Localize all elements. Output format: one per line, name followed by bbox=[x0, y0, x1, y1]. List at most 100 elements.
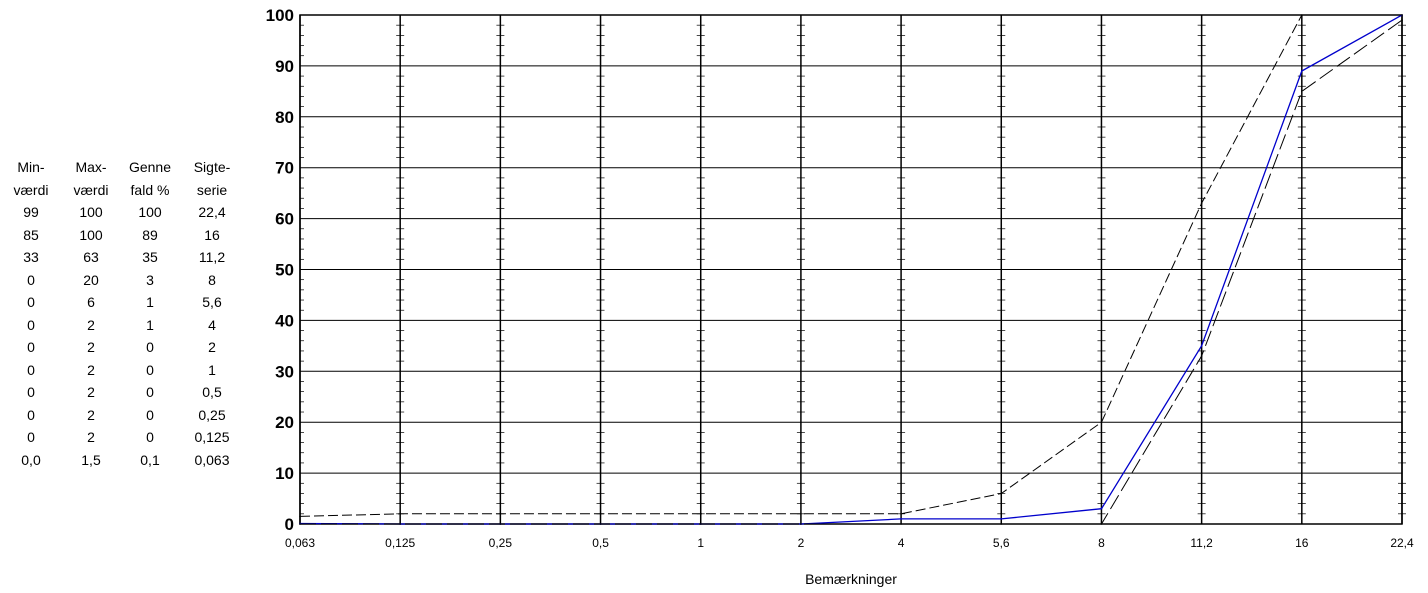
series-3-point bbox=[800, 523, 802, 525]
cell-sieve-size: 1 bbox=[208, 361, 216, 378]
cell-min-value: 0 bbox=[27, 339, 35, 356]
table-row: 0 2 0 0,125 bbox=[0, 426, 245, 449]
cell-sieve-size: 0,25 bbox=[198, 406, 226, 423]
table-header-row-2: værdi værdi fald % serie bbox=[0, 179, 245, 202]
chart-grid bbox=[299, 14, 1403, 525]
table-row: 0 2 0 0,25 bbox=[0, 404, 245, 427]
x-tick-label: 0,5 bbox=[592, 536, 609, 550]
series-1-point bbox=[1200, 345, 1203, 347]
series-3-point bbox=[1100, 523, 1103, 525]
cell-passing-percent: 0,1 bbox=[140, 451, 160, 468]
x-tick-label: 16 bbox=[1295, 536, 1309, 550]
series-line-2 bbox=[299, 14, 1402, 517]
x-tick-label: 1 bbox=[697, 536, 704, 550]
series-3-point bbox=[1000, 523, 1003, 525]
table-row: 33 63 35 11,2 bbox=[0, 246, 245, 269]
cell-sieve-size: 0,063 bbox=[194, 451, 230, 468]
cell-passing-percent: 3 bbox=[146, 271, 154, 288]
series-2-point bbox=[599, 513, 602, 515]
header-min-line1: Min- bbox=[17, 159, 45, 176]
header-max-line2: værdi bbox=[73, 181, 109, 198]
series-line-3 bbox=[300, 19, 1403, 525]
series-3-point bbox=[1401, 19, 1403, 21]
series-1-point bbox=[1000, 518, 1003, 520]
series-2-point bbox=[399, 513, 401, 515]
table-body: 99 100 100 22,4 85 100 89 16 33 63 35 11,2 0 20 3 8 0 6 1 5… bbox=[0, 201, 245, 471]
table-row: 0 2 0 2 bbox=[0, 336, 245, 359]
cell-min-value: 0 bbox=[27, 406, 35, 423]
cell-min-value: 0 bbox=[27, 384, 35, 401]
cell-passing-percent: 89 bbox=[142, 226, 158, 243]
series-3-point bbox=[299, 523, 301, 525]
y-tick-label: 70 bbox=[275, 159, 294, 178]
y-tick-label: 10 bbox=[275, 464, 294, 483]
cell-passing-percent: 0 bbox=[146, 429, 154, 446]
y-tick-label: 40 bbox=[275, 311, 294, 330]
series-2-point bbox=[1000, 492, 1003, 495]
chart-series bbox=[299, 14, 1403, 525]
table-row: 0 20 3 8 bbox=[0, 269, 245, 292]
series-2-point bbox=[800, 513, 802, 515]
header-min-line2: værdi bbox=[13, 181, 49, 198]
cell-min-value: 0 bbox=[27, 294, 35, 311]
series-3-point bbox=[1301, 90, 1303, 93]
x-tick-label: 22,4 bbox=[1390, 536, 1414, 550]
x-tick-label: 0,25 bbox=[489, 536, 513, 550]
series-2-point bbox=[900, 513, 902, 515]
series-2-point bbox=[499, 513, 502, 515]
y-tick-label: 30 bbox=[275, 362, 294, 381]
sieve-table: Min- Max- Genne Sigte- værdi værdi fald … bbox=[0, 156, 245, 471]
cell-max-value: 100 bbox=[79, 226, 103, 243]
x-tick-labels: 0,063 0,125 0,25 0,5 1 2 4 5,6 8 11,2 16 22,4 bbox=[285, 536, 1414, 550]
series-2-point bbox=[699, 513, 702, 515]
x-tick-label: 0,063 bbox=[285, 536, 315, 550]
y-tick-label: 90 bbox=[275, 57, 294, 76]
series-1-point bbox=[1100, 507, 1103, 510]
cell-max-value: 100 bbox=[79, 204, 103, 221]
table-row: 85 100 89 16 bbox=[0, 224, 245, 247]
series-2-point bbox=[1301, 14, 1303, 16]
cell-sieve-size: 2 bbox=[208, 339, 216, 356]
cell-min-value: 0,0 bbox=[21, 451, 41, 468]
cell-max-value: 2 bbox=[87, 384, 95, 401]
table-row: 99 100 100 22,4 bbox=[0, 201, 245, 224]
y-tick-label: 0 bbox=[285, 515, 294, 534]
cell-min-value: 99 bbox=[23, 204, 39, 221]
cell-max-value: 20 bbox=[83, 271, 99, 288]
cell-sieve-size: 16 bbox=[204, 226, 220, 243]
y-tick-label: 100 bbox=[266, 6, 294, 25]
x-tick-label: 11,2 bbox=[1190, 536, 1213, 550]
header-passing-line1: Genne bbox=[128, 159, 172, 176]
table-row: 0 6 1 5,6 bbox=[0, 291, 245, 314]
y-tick-label: 80 bbox=[275, 108, 294, 127]
table-header-row-1: Min- Max- Genne Sigte- bbox=[0, 156, 245, 179]
x-tick-label: 2 bbox=[798, 536, 805, 550]
cell-sieve-size: 22,4 bbox=[198, 204, 226, 221]
series-3-point bbox=[399, 523, 401, 525]
cell-passing-percent: 0 bbox=[146, 406, 154, 423]
cell-min-value: 0 bbox=[27, 361, 35, 378]
table-row: 0 2 1 4 bbox=[0, 314, 245, 337]
series-1-point bbox=[900, 518, 902, 520]
series-2-point bbox=[1401, 14, 1403, 16]
table-row: 0 2 0 1 bbox=[0, 359, 245, 382]
series-2-point bbox=[1200, 202, 1203, 205]
cell-sieve-size: 5,6 bbox=[202, 294, 222, 311]
chart-minor-ticks bbox=[300, 24, 1406, 515]
header-sieve-line1: Sigte- bbox=[193, 159, 231, 176]
cell-max-value: 2 bbox=[87, 429, 95, 446]
cell-max-value: 2 bbox=[87, 339, 95, 356]
cell-sieve-size: 0,5 bbox=[202, 384, 222, 401]
cell-sieve-size: 0,125 bbox=[194, 429, 230, 446]
x-tick-label: 5,6 bbox=[993, 536, 1010, 550]
cell-sieve-size: 11,2 bbox=[198, 249, 226, 266]
cell-sieve-size: 4 bbox=[208, 316, 216, 333]
cell-passing-percent: 0 bbox=[146, 361, 154, 378]
series-3-point bbox=[1200, 355, 1203, 357]
table-row: 0 2 0 0,5 bbox=[0, 381, 245, 404]
y-tick-labels: 0 10 20 30 40 50 60 70 80 90 100 bbox=[266, 6, 294, 534]
cell-min-value: 0 bbox=[27, 271, 35, 288]
header-passing-line2: fald % bbox=[130, 181, 170, 198]
cell-min-value: 33 bbox=[23, 249, 39, 266]
